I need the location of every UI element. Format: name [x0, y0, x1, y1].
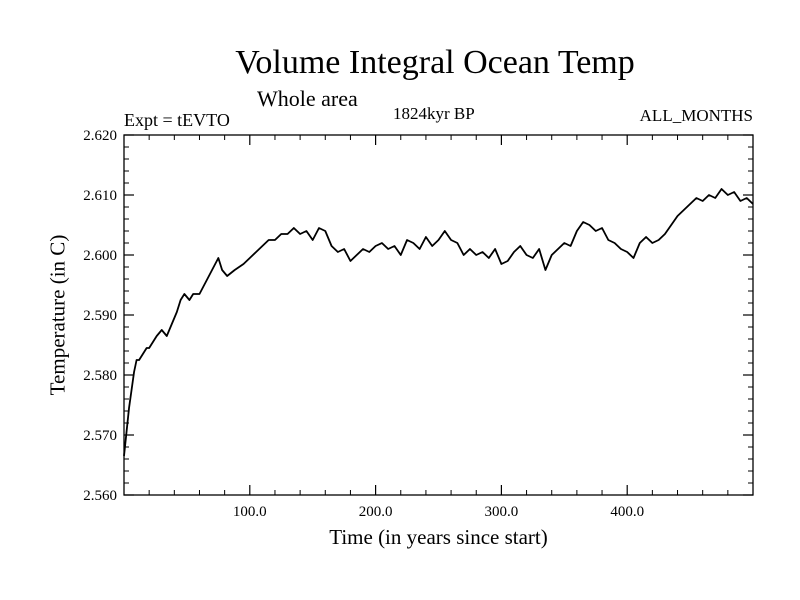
x-tick-label: 200.0 [359, 504, 393, 520]
y-tick-label: 2.600 [83, 248, 117, 264]
experiment-label: Expt = tEVTO [124, 110, 230, 130]
y-tick-label: 2.570 [83, 428, 117, 444]
chart-title: Volume Integral Ocean Temp [235, 44, 635, 81]
x-tick-label: 100.0 [233, 504, 267, 520]
y-tick-label: 2.590 [83, 308, 117, 324]
y-tick-label: 2.620 [83, 128, 117, 144]
months-label: ALL_MONTHS [639, 106, 753, 125]
y-tick-label: 2.580 [83, 368, 117, 384]
period-label: 1824kyr BP [393, 104, 475, 123]
series-line [123, 188, 754, 457]
x-tick-label: 300.0 [485, 504, 519, 520]
x-axis-label: Time (in years since start) [329, 525, 548, 549]
x-tick-label: 400.0 [610, 504, 644, 520]
y-tick-label: 2.560 [83, 488, 117, 504]
chart-subtitle: Whole area [257, 86, 358, 111]
y-tick-label: 2.610 [83, 188, 117, 204]
plot-frame [123, 134, 754, 496]
